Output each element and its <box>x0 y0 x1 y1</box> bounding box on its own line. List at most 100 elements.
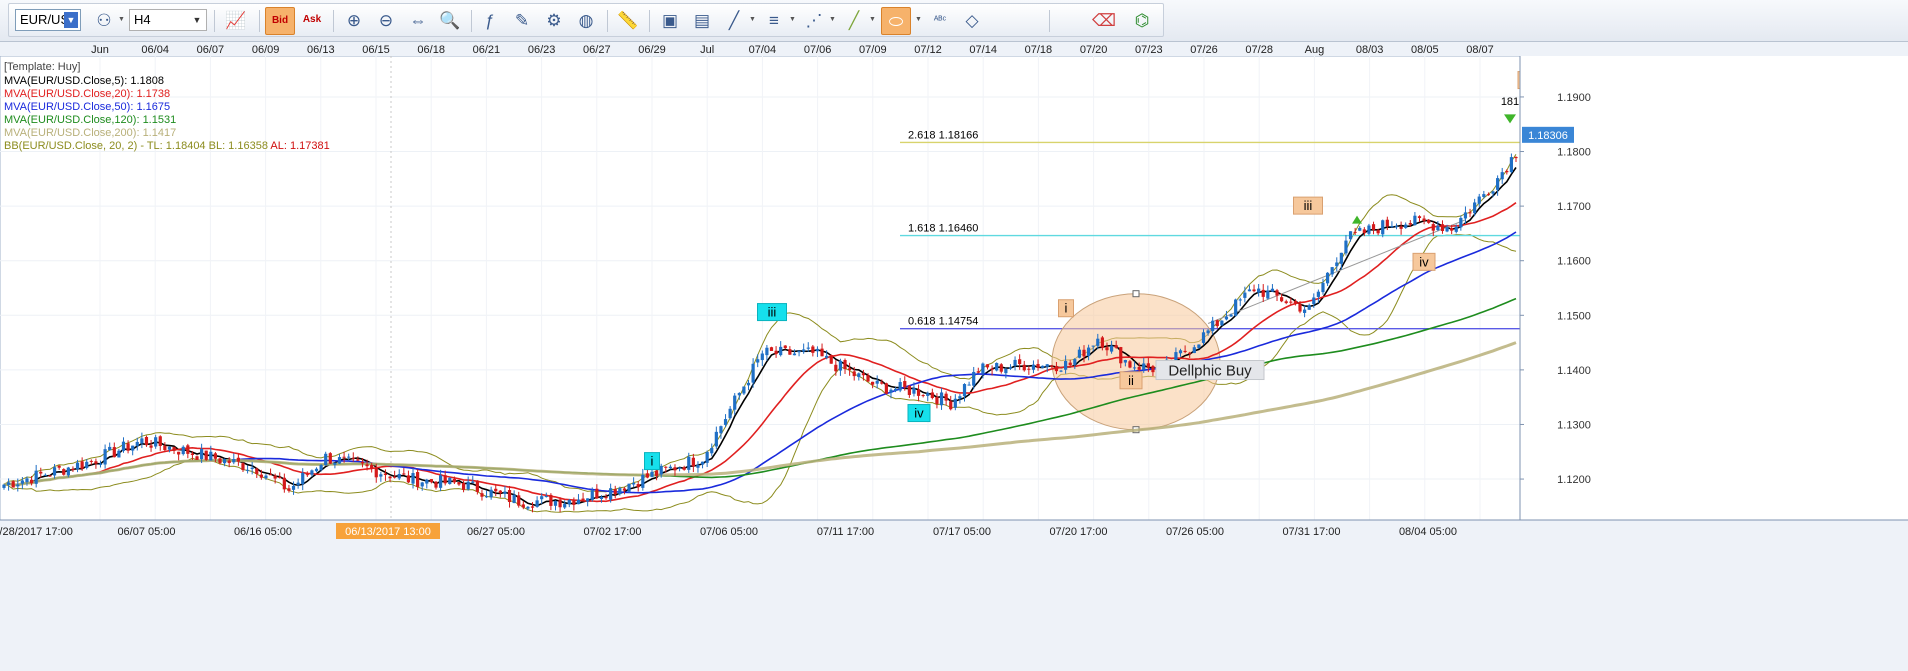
bid-button[interactable]: Bid <box>265 7 295 35</box>
candle-body <box>733 395 737 410</box>
eraser-icon[interactable]: ⌫ <box>1091 11 1117 30</box>
candle-body <box>687 456 691 470</box>
candle-body <box>1188 352 1192 354</box>
candle-body <box>1514 156 1518 159</box>
candle-body <box>549 494 553 506</box>
hierarchy-icon[interactable]: ⌬ <box>1134 11 1150 30</box>
candle-body <box>1335 262 1339 267</box>
candle-body <box>935 397 939 404</box>
chart-type-icon[interactable]: 📈 <box>225 11 247 30</box>
candle-body <box>682 467 686 470</box>
candle-body <box>1344 240 1348 254</box>
candle-body <box>365 464 369 467</box>
timeframe-select[interactable]: H4 ▼ <box>129 9 207 31</box>
candle-body <box>402 473 406 475</box>
ellipse-tool-icon[interactable]: ⬭ <box>881 7 911 35</box>
candle-body <box>301 472 305 485</box>
candle-body <box>209 451 213 461</box>
candle-body <box>195 456 199 460</box>
date-label-top: 07/09 <box>859 44 887 56</box>
candle-body <box>535 500 539 507</box>
candle-body <box>1022 364 1026 371</box>
indicator-name: MVA(EUR/USD.Close,20): <box>4 88 136 100</box>
ruler-icon[interactable]: 📏 <box>617 11 639 30</box>
candle-body <box>1348 231 1353 240</box>
signals-icon[interactable]: ⚙ <box>546 11 562 30</box>
candle-body <box>1252 289 1256 292</box>
candle-body <box>236 457 240 462</box>
snapshot-icon[interactable]: ▣ <box>661 11 679 30</box>
candle-body <box>627 483 631 492</box>
date-label-top: Aug <box>1305 44 1325 56</box>
candle-body <box>117 450 121 458</box>
candle-body <box>1293 301 1298 304</box>
candle-body <box>540 496 544 500</box>
candle-body <box>379 474 383 477</box>
candle-body <box>1298 304 1302 312</box>
candle-body <box>783 345 787 349</box>
wave-label-box <box>1058 299 1074 318</box>
wave-label-box <box>757 303 787 322</box>
candle-body <box>806 347 810 349</box>
candle-body <box>1289 301 1293 303</box>
shapes-icon[interactable]: ◇ <box>965 11 979 30</box>
fan-tools-icon[interactable]: ⋰ <box>805 11 823 30</box>
candle-body <box>89 460 93 462</box>
layout-icon[interactable]: ▤ <box>693 11 711 30</box>
candle-body <box>177 451 181 455</box>
candle-body <box>264 475 268 479</box>
price-tick-label: 1.1300 <box>1557 419 1591 431</box>
candle-body <box>659 465 663 475</box>
candle-body <box>121 441 126 451</box>
text-tool-icon[interactable]: ᴬᴮᶜ <box>933 15 947 26</box>
zoom-out-icon[interactable]: ⊖ <box>378 11 394 30</box>
price-tick-label: 1.1200 <box>1557 474 1591 486</box>
candle-body <box>498 490 502 494</box>
wave-label-text: iv <box>1419 254 1429 269</box>
candle-body <box>1132 367 1137 369</box>
candle-body <box>1031 364 1036 370</box>
last-price-tag <box>1522 126 1574 143</box>
chevron-down-icon: ▼ <box>869 16 876 23</box>
indicator-icon[interactable]: ƒ <box>485 11 495 30</box>
scroll-icon[interactable]: ⇔ <box>409 11 427 30</box>
candle-body <box>512 494 516 504</box>
zoom-in-icon[interactable]: ⊕ <box>346 11 362 30</box>
candle-body <box>1275 290 1279 296</box>
symbol-select[interactable]: EUR/USD ▼ <box>15 9 81 31</box>
candle-body <box>1459 217 1463 228</box>
time-label-bottom: 08/04 05:00 <box>1399 526 1457 538</box>
candle-body <box>1100 337 1104 348</box>
date-label-top: 06/21 <box>473 44 501 56</box>
ma-200-line <box>3 341 1517 487</box>
candle-body <box>466 481 470 490</box>
properties-icon[interactable]: ✎ <box>514 11 530 30</box>
candle-body <box>792 353 797 356</box>
line-style-icon[interactable]: ≡ <box>769 11 779 30</box>
bollinger-legend-part: BB(EUR/USD.Close, 20, 2) - <box>4 140 144 152</box>
candle-body <box>337 457 342 464</box>
candle-body <box>779 346 783 356</box>
compare-icon[interactable]: ⚇ <box>96 11 112 30</box>
wave-label-box <box>907 404 931 423</box>
date-label-top: Jun <box>91 44 109 56</box>
candle-body <box>1174 352 1178 365</box>
candle-body <box>949 401 953 410</box>
line-color-icon[interactable]: ╱ <box>848 11 860 30</box>
ask-button[interactable]: Ask <box>302 14 322 25</box>
magnifier-icon[interactable]: 🔍 <box>439 11 461 30</box>
candle-body <box>1073 359 1077 365</box>
candlesticks <box>2 153 1518 513</box>
candle-body <box>1482 194 1486 197</box>
candle-body <box>314 468 319 472</box>
candle-body <box>416 472 420 487</box>
indicator-name: MVA(EUR/USD.Close,120): <box>4 114 143 126</box>
candle-body <box>507 490 512 502</box>
date-label-top: Jul <box>700 44 714 56</box>
globe-icon[interactable]: ◍ <box>578 11 594 30</box>
trendline-tools-icon[interactable]: ╱ <box>728 11 740 30</box>
candle-body <box>484 496 489 498</box>
candle-body <box>241 463 245 471</box>
candle-body <box>457 482 461 485</box>
